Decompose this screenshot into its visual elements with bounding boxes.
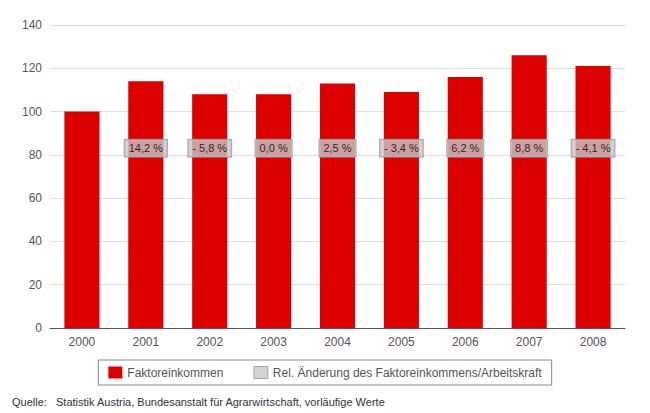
svg-text:80: 80: [29, 148, 43, 162]
svg-text:2002: 2002: [196, 335, 223, 349]
svg-text:2006: 2006: [452, 335, 479, 349]
svg-text:- 3,4 %: - 3,4 %: [384, 142, 419, 154]
svg-text:20: 20: [29, 278, 43, 292]
svg-text:140: 140: [22, 18, 42, 32]
svg-text:8,8 %: 8,8 %: [515, 142, 543, 154]
svg-text:2007: 2007: [516, 335, 543, 349]
svg-text:2004: 2004: [324, 335, 351, 349]
svg-text:2000: 2000: [69, 335, 96, 349]
svg-text:120: 120: [22, 61, 42, 75]
svg-text:0: 0: [35, 321, 42, 335]
svg-text:- 5,8 %: - 5,8 %: [192, 142, 227, 154]
svg-text:2003: 2003: [260, 335, 287, 349]
svg-text:0,0 %: 0,0 %: [260, 142, 288, 154]
svg-text:2005: 2005: [388, 335, 415, 349]
svg-text:60: 60: [29, 191, 43, 205]
svg-text:40: 40: [29, 234, 43, 248]
svg-text:Rel. Änderung des Faktoreinkom: Rel. Änderung des Faktoreinkommens/Arbei…: [273, 366, 542, 380]
svg-text:6,2 %: 6,2 %: [451, 142, 479, 154]
svg-text:Quelle: Statistik Austria, B: Quelle: Statistik Austria, Bundesanstalt…: [12, 396, 385, 408]
svg-text:2001: 2001: [132, 335, 159, 349]
svg-text:100: 100: [22, 105, 42, 119]
svg-text:2,5 %: 2,5 %: [323, 142, 351, 154]
svg-text:2008: 2008: [580, 335, 607, 349]
svg-text:14,2 %: 14,2 %: [129, 142, 163, 154]
svg-text:- 4,1 %: - 4,1 %: [576, 142, 611, 154]
svg-text:Faktoreinkommen: Faktoreinkommen: [127, 366, 223, 380]
